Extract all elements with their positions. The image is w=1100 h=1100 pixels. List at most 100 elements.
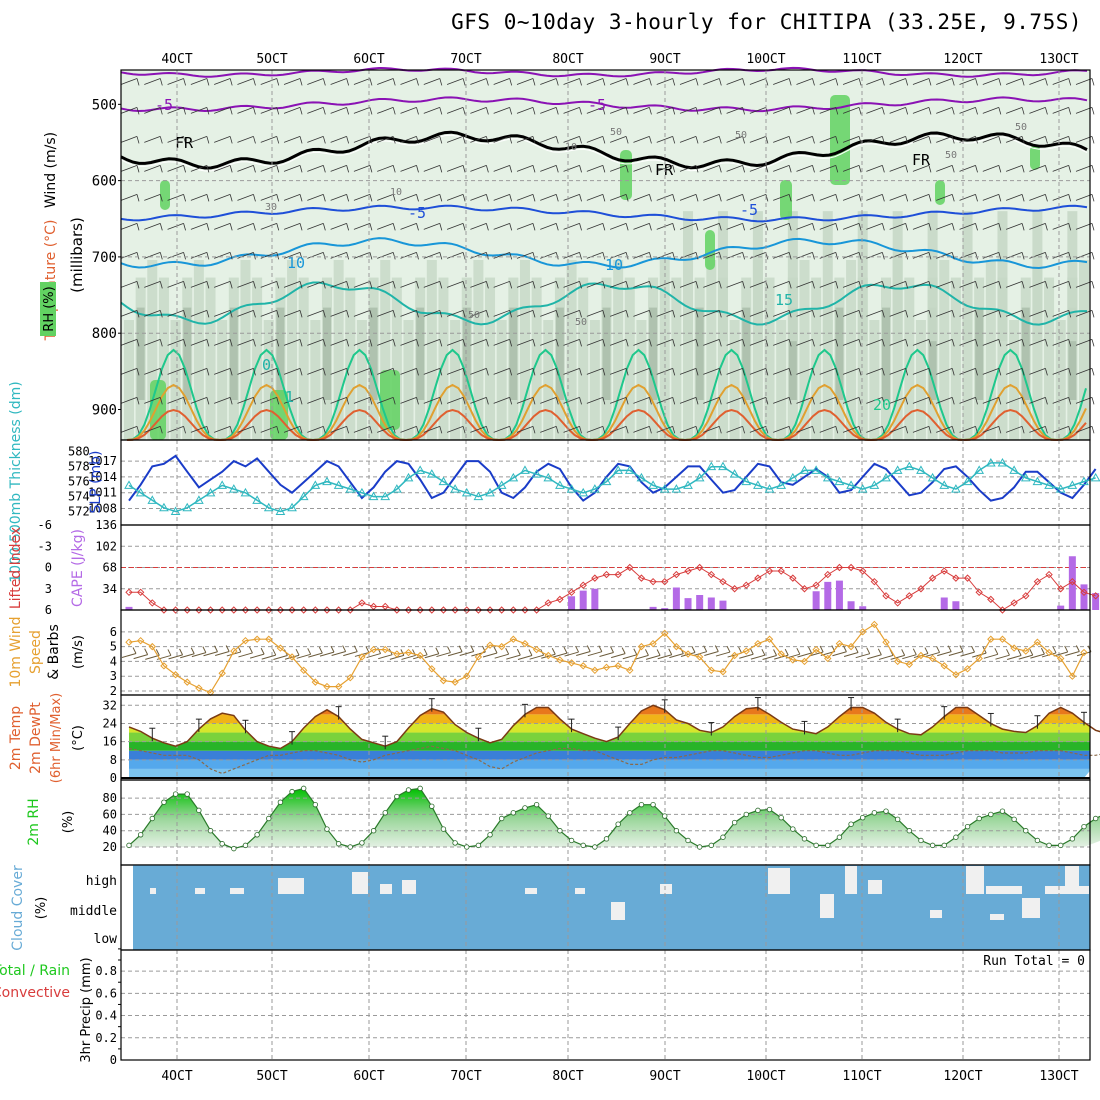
wind-barb — [1005, 252, 1023, 259]
wind-barb — [214, 338, 231, 346]
wind-barb — [819, 165, 836, 172]
wind-barb-feather — [602, 252, 606, 260]
wind10m-barb-feather — [901, 649, 906, 656]
wind-barb — [493, 223, 510, 230]
rh2m-point — [755, 807, 761, 814]
legend-wind10m: 10m Wind — [8, 616, 24, 687]
wind-speed-point — [987, 635, 995, 643]
wind-barb — [167, 194, 184, 201]
wind10m-barb-feather — [1040, 647, 1045, 655]
wind-speed-point — [952, 671, 960, 679]
wind-speed-point — [742, 647, 750, 655]
wind-barb — [283, 194, 301, 201]
wind-barb-feather — [206, 310, 210, 318]
wind10m-barb — [750, 654, 766, 660]
lifted-point — [730, 585, 739, 593]
wind-barb — [260, 165, 277, 172]
wind-speed-point — [299, 666, 308, 674]
wind-barb — [330, 280, 347, 288]
wind-barb-feather — [486, 397, 489, 405]
wind-barb — [540, 280, 557, 288]
rh2m-point — [685, 837, 691, 844]
wind-barb-feather — [1068, 136, 1072, 144]
wind-barb-feather — [439, 426, 443, 434]
lifted-point — [358, 599, 366, 607]
wind-speed-point — [451, 678, 459, 686]
wind-barb-feather — [183, 310, 186, 318]
rh2m-point — [300, 785, 307, 792]
wind-barb — [260, 107, 277, 114]
wind-barb — [400, 78, 417, 85]
wind-barb-feather — [462, 252, 466, 260]
wind-barb-feather — [555, 368, 559, 376]
wind-barb — [214, 396, 231, 404]
wind-barb-feather — [579, 281, 582, 289]
wind-barb-feather — [462, 107, 466, 115]
precip-tick-label: 0.8 — [95, 964, 117, 978]
thickness-point — [997, 457, 1008, 467]
rh-shade-mid — [158, 277, 169, 440]
wind-barb-feather — [951, 339, 955, 347]
wind-frame — [120, 609, 1091, 696]
thickness-point — [322, 476, 332, 486]
wind-barb-feather — [951, 223, 955, 231]
wind-barb — [516, 367, 534, 375]
wind-speed-point — [998, 635, 1007, 643]
wind-barb-feather — [905, 78, 909, 86]
wind-barb — [586, 107, 603, 114]
wind-barb-feather — [998, 165, 1002, 173]
wind-barb — [982, 194, 999, 201]
thickness-point — [659, 484, 670, 493]
lifted-point — [288, 606, 296, 614]
rh-shade-mid — [985, 260, 996, 440]
wind-barb — [1005, 194, 1023, 201]
wind-barb-feather — [369, 281, 373, 289]
wind-barb-feather — [136, 223, 140, 231]
thickness-point — [298, 491, 309, 501]
wind-barb — [144, 78, 161, 85]
wind-barb — [237, 425, 254, 433]
wind-speed-point — [521, 639, 529, 648]
wind-barb-feather — [183, 165, 186, 173]
lifted-point — [1045, 570, 1053, 579]
wind-barb — [586, 425, 603, 433]
wind-barb-feather — [276, 426, 280, 434]
cape-bar — [1068, 556, 1076, 610]
wind-barb — [726, 396, 743, 404]
wind-barb-feather — [416, 426, 419, 434]
wind-barb-feather — [718, 136, 722, 144]
rh-shade-mid — [263, 320, 274, 440]
wind-barb-feather — [462, 339, 466, 347]
wind-speed-point — [1033, 638, 1042, 646]
wind-barb-feather — [788, 339, 792, 347]
rh-shade-dark — [602, 307, 611, 400]
wind-barb — [819, 338, 836, 346]
wind-barb — [423, 165, 440, 172]
wind-speed-point — [893, 657, 902, 666]
wind-barb — [819, 396, 836, 404]
wind-barb-feather — [276, 281, 280, 289]
wind-barb — [120, 280, 138, 288]
rh-shade-mid — [671, 277, 682, 440]
rh2m-point — [277, 799, 284, 805]
wind-barb — [982, 107, 999, 114]
wind-barb — [470, 309, 487, 317]
wind-speed-point — [614, 662, 622, 670]
lifted-point — [532, 606, 541, 614]
wind-barb — [866, 309, 883, 317]
thickness-point — [531, 469, 542, 478]
thickness-point — [194, 495, 204, 504]
temp-band — [129, 741, 1090, 751]
wind-barb-feather — [253, 107, 256, 115]
wind-barb — [679, 425, 697, 433]
thickness-tick-label: 574 — [68, 490, 90, 504]
wind10m-barb — [494, 653, 509, 659]
wind-barb — [703, 78, 720, 85]
rh2m-point — [172, 791, 179, 797]
wind-barb-feather — [905, 165, 909, 173]
wind-barb — [214, 194, 231, 201]
wind-barb-feather — [322, 368, 326, 376]
thickness-point — [566, 484, 577, 493]
rh2m-point — [953, 834, 959, 840]
